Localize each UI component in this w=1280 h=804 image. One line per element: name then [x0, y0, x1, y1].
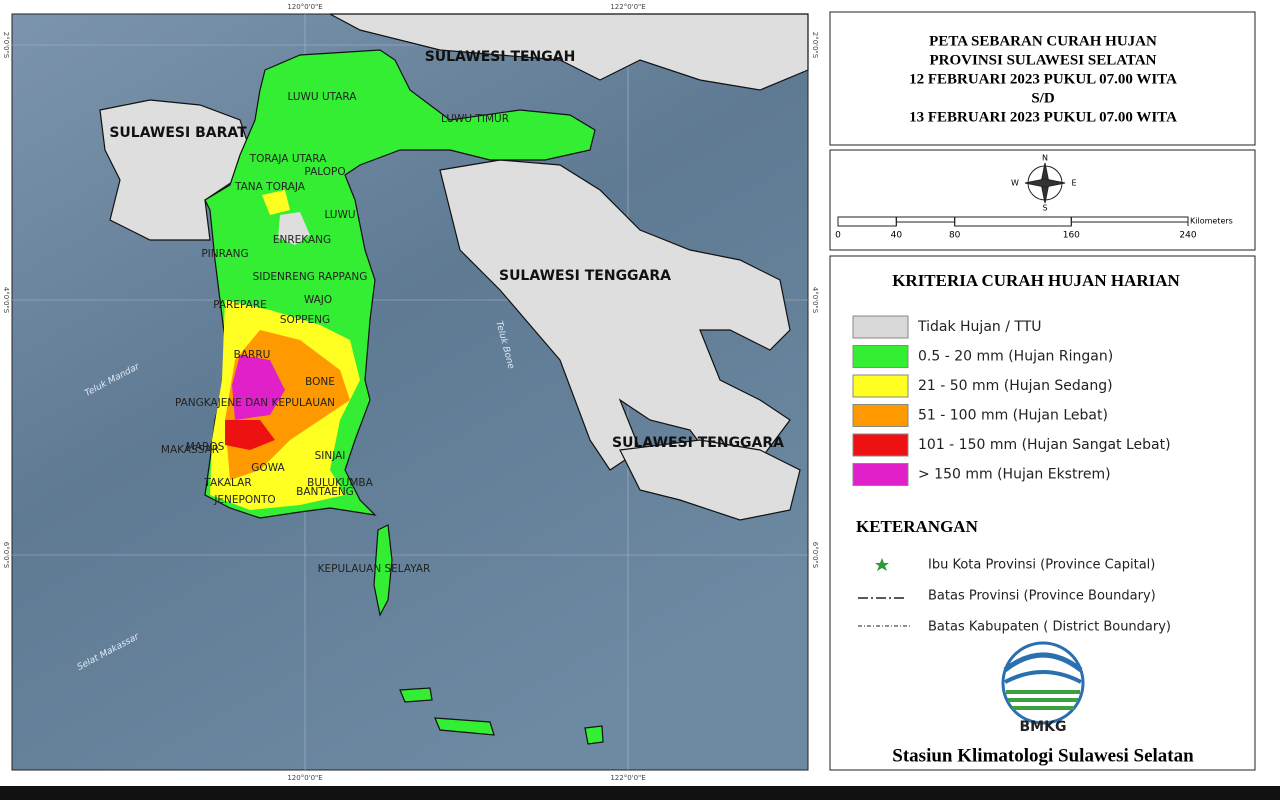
title-line: PETA SEBARAN CURAH HUJAN — [929, 33, 1157, 49]
latitude-label: 2°0'0"S — [2, 32, 10, 59]
latitude-label: 6°0'0"S — [811, 542, 819, 569]
title-line: 13 FEBRUARI 2023 PUKUL 07.00 WITA — [909, 109, 1177, 125]
district-label: TAKALAR — [203, 477, 251, 489]
scale-label: 160 — [1063, 231, 1080, 241]
legend-label: Tidak Hujan / TTU — [917, 319, 1042, 335]
region-label: SULAWESI BARAT — [109, 125, 247, 141]
legend-swatch — [852, 315, 909, 339]
longitude-label: 122°0'0"E — [610, 774, 645, 782]
scale-label: 240 — [1179, 231, 1196, 241]
district-label: WAJO — [304, 294, 332, 306]
note-label: Batas Kabupaten ( District Boundary) — [928, 620, 1171, 635]
title-box — [829, 11, 1256, 146]
legend-label: > 150 mm (Hujan Ekstrem) — [918, 467, 1111, 483]
district-label: MAKASSAR — [161, 444, 219, 456]
legend-swatch — [852, 345, 909, 368]
graticule-labels: 120°0'0"E 120°0'0"E 122°0'0"E 122°0'0"E 2°0'… — [2, 3, 819, 782]
longitude-label: 122°0'0"E — [610, 3, 645, 11]
district-label: PALOPO — [304, 166, 345, 178]
latitude-label: 4°0'0"S — [2, 287, 10, 314]
legend-label: 101 - 150 mm (Hujan Sangat Lebat) — [918, 437, 1171, 453]
legend-swatch — [852, 433, 909, 457]
compass-letter: W — [1011, 179, 1019, 188]
compass-letter: E — [1071, 179, 1076, 188]
district-label: BULUKUMBA — [307, 477, 373, 489]
region-label: SULAWESI TENGGARA — [499, 268, 671, 284]
district-label: SIDENRENG RAPPANG — [253, 271, 368, 283]
district-label: TANA TORAJA — [234, 181, 306, 193]
neighbour-land — [99, 13, 809, 521]
district-label: GOWA — [251, 462, 285, 474]
legend: Tidak Hujan / TTU 0.5 - 20 mm (Hujan Ring… — [852, 315, 1171, 486]
logo-text: BMKG — [1020, 719, 1067, 735]
scale-label: 0 — [835, 231, 841, 241]
legend-label: 21 - 50 mm (Hujan Sedang) — [918, 378, 1113, 394]
longitude-label: 120°0'0"E — [287, 774, 322, 782]
legend-title: KRITERIA CURAH HUJAN HARIAN — [892, 271, 1180, 290]
footer: Stasiun Klimatologi Sulawesi Selatan — [892, 745, 1194, 766]
latitude-label: 4°0'0"S — [811, 287, 819, 314]
district-label: LUWU UTARA — [288, 91, 358, 103]
district-label: SINJAI — [315, 450, 346, 462]
title-line: 12 FEBRUARI 2023 PUKUL 07.00 WITA — [909, 71, 1177, 87]
compass-letters: N E S W — [1011, 154, 1076, 213]
scale-label: 80 — [949, 231, 961, 241]
district-label: BARRU — [234, 349, 271, 361]
legend-swatch — [852, 463, 909, 486]
title-line: S/D — [1031, 90, 1055, 106]
note-label: Ibu Kota Provinsi (Province Capital) — [928, 558, 1155, 573]
district-label: LUWU TIMUR — [441, 113, 509, 125]
district-label: PANGKAJENE DAN KEPULAUAN — [175, 397, 335, 409]
capital-symbol — [875, 558, 889, 571]
district-label: BANTAENG — [296, 486, 354, 498]
notes: Ibu Kota Provinsi (Province Capital) Bata… — [858, 558, 1171, 635]
district-label: KEPULAUAN SELAYAR — [318, 563, 431, 575]
sulsel-province — [204, 49, 604, 745]
district-label: SOPPENG — [280, 314, 330, 326]
district-label: TORAJA UTARA — [249, 153, 328, 165]
note-label: Batas Provinsi (Province Boundary) — [928, 589, 1156, 604]
scale-unit: Kilometers — [1190, 217, 1233, 226]
legend-swatch — [852, 374, 909, 398]
district-label: MAROS — [186, 441, 225, 453]
bmkg-logo — [1001, 641, 1085, 725]
legend-label: 51 - 100 mm (Hujan Lebat) — [918, 408, 1108, 424]
title-line: PROVINSI SULAWESI SELATAN — [929, 52, 1156, 68]
title: PETA SEBARAN CURAH HUJAN PROVINSI SULAWES… — [909, 33, 1177, 125]
latitude-label: 2°0'0"S — [811, 32, 819, 59]
region-label: SULAWESI TENGAH — [425, 49, 576, 65]
latitude-label: 6°0'0"S — [2, 542, 10, 569]
compass-letter: N — [1042, 154, 1048, 163]
longitude-label: 120°0'0"E — [287, 3, 322, 11]
notes-title: KETERANGAN — [856, 517, 979, 536]
compass-letter: S — [1042, 204, 1047, 213]
scale-bar: 0 40 80 160 240 Kilometers — [835, 216, 1233, 241]
district-label: JENEPONTO — [213, 494, 275, 506]
legend-swatch — [852, 404, 909, 427]
compass — [1024, 162, 1066, 204]
legend-label: 0.5 - 20 mm (Hujan Ringan) — [918, 349, 1113, 365]
district-label: BONE — [305, 376, 335, 388]
scale-label: 40 — [891, 231, 903, 241]
region-label: SULAWESI TENGGARA — [612, 435, 784, 451]
district-label: ENREKANG — [273, 234, 331, 246]
district-label: PAREPARE — [213, 299, 267, 311]
district-label: LUWU — [324, 209, 355, 221]
district-label: PINRANG — [201, 248, 248, 260]
bottom-bar — [0, 786, 1280, 800]
